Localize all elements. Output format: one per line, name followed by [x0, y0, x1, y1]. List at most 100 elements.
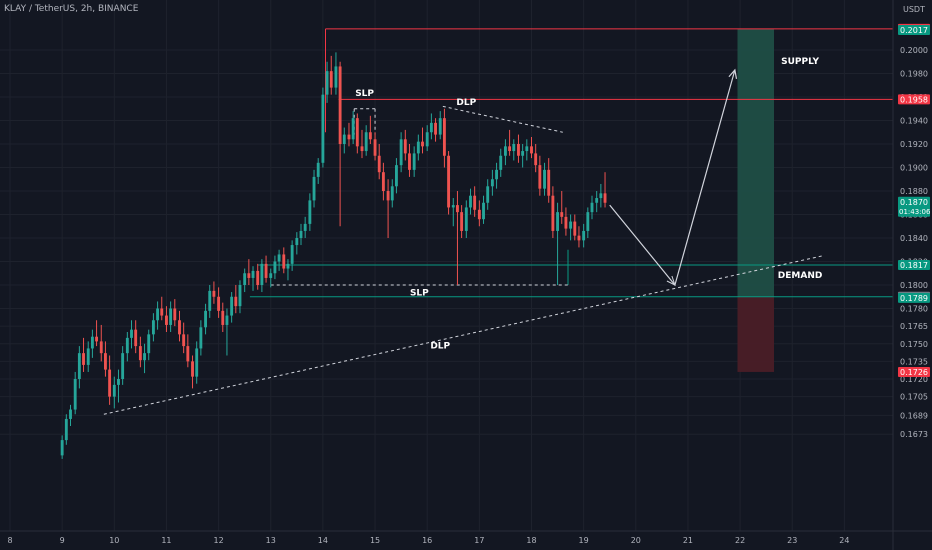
- candle: [299, 230, 303, 238]
- candle: [86, 348, 90, 365]
- price-tick-label: 0.1689: [900, 411, 928, 420]
- candle: [143, 353, 146, 361]
- candle: [416, 141, 420, 154]
- candle: [412, 153, 416, 170]
- price-tick-label: 0.2000: [900, 46, 928, 55]
- candle: [460, 212, 464, 231]
- candle: [221, 310, 225, 325]
- tag-demand-top-label: 0.1817: [900, 261, 928, 270]
- time-tick-label: 21: [683, 536, 693, 545]
- time-tick-label: 8: [7, 536, 12, 545]
- price-tick-label: 0.1750: [900, 340, 928, 349]
- candle: [290, 245, 294, 264]
- time-tick-label: 19: [579, 536, 589, 545]
- candle: [499, 155, 503, 170]
- candle: [73, 379, 77, 410]
- label-dlp-bottom: DLP: [430, 341, 450, 351]
- time-tick-label: 24: [839, 536, 849, 545]
- price-tick-label: 0.1765: [900, 322, 928, 331]
- candle: [373, 139, 377, 156]
- candle: [603, 193, 607, 203]
- candle: [399, 139, 403, 166]
- candle: [390, 186, 394, 201]
- candle: [469, 195, 472, 208]
- candle: [429, 122, 433, 133]
- candle: [282, 254, 286, 269]
- candle: [377, 155, 381, 173]
- price-tick-label: 0.1920: [900, 140, 928, 149]
- projection-arrowhead: [728, 68, 738, 79]
- candle: [442, 118, 446, 156]
- candle: [386, 191, 390, 201]
- trendline-dlp-resistance: [442, 105, 563, 133]
- trendline-dlp-support: [103, 255, 824, 415]
- candle: [517, 144, 520, 156]
- candle: [147, 334, 151, 354]
- candle: [534, 153, 538, 166]
- candle: [277, 254, 281, 262]
- candle: [586, 212, 590, 231]
- candle: [108, 369, 112, 397]
- candle: [273, 261, 277, 274]
- candle: [230, 296, 234, 316]
- candle: [121, 353, 125, 379]
- price-tick-label: 0.1735: [900, 357, 928, 366]
- candle: [64, 418, 68, 441]
- time-tick-label: 23: [787, 536, 797, 545]
- candle: [173, 308, 177, 321]
- candle: [256, 270, 260, 285]
- candle: [260, 263, 264, 285]
- symbol-title: KLAY / TetherUS, 2h, BINANCE: [4, 4, 139, 14]
- candle: [355, 118, 359, 147]
- projection-pivot-arrow: [666, 275, 676, 286]
- candle: [538, 165, 542, 189]
- label-supply: SUPPLY: [781, 57, 819, 67]
- candle: [403, 139, 407, 154]
- candle: [338, 66, 342, 144]
- candle: [130, 329, 133, 338]
- time-tick-label: 18: [526, 536, 536, 545]
- candle: [151, 320, 155, 335]
- candle: [134, 329, 138, 347]
- candle: [425, 132, 429, 147]
- candle: [165, 315, 168, 325]
- time-tick-label: 16: [422, 536, 432, 545]
- candle: [321, 94, 325, 163]
- candle: [182, 334, 186, 347]
- tag-dlp-line: [898, 94, 930, 105]
- candle: [125, 337, 129, 354]
- candle: [486, 186, 490, 203]
- candle: [77, 353, 81, 379]
- tag-supply-bottom-label: 0.2017: [900, 26, 928, 35]
- candle: [243, 273, 247, 285]
- price-tick-label: 0.1880: [900, 187, 928, 196]
- candle: [199, 327, 203, 349]
- candle: [334, 66, 338, 88]
- time-tick-label: 11: [161, 536, 171, 545]
- stop-zone: [737, 296, 774, 372]
- candle: [560, 212, 564, 217]
- candle: [82, 353, 85, 365]
- tag-stop: [898, 366, 930, 377]
- candle: [303, 223, 307, 231]
- price-tick-label: 0.1705: [900, 393, 928, 402]
- candle: [473, 195, 477, 210]
- candle: [364, 132, 368, 152]
- candle: [286, 263, 290, 269]
- candle: [104, 353, 107, 370]
- candle: [112, 384, 116, 397]
- candle: [69, 409, 72, 419]
- candle: [569, 221, 573, 229]
- candle: [564, 216, 568, 229]
- candle: [381, 172, 385, 191]
- candle: [438, 118, 442, 135]
- candle: [490, 179, 494, 187]
- candle: [234, 296, 238, 307]
- candle: [225, 315, 229, 325]
- candle: [543, 169, 546, 189]
- candle: [525, 146, 529, 152]
- label-demand: DEMAND: [778, 271, 823, 281]
- candle: [368, 132, 372, 140]
